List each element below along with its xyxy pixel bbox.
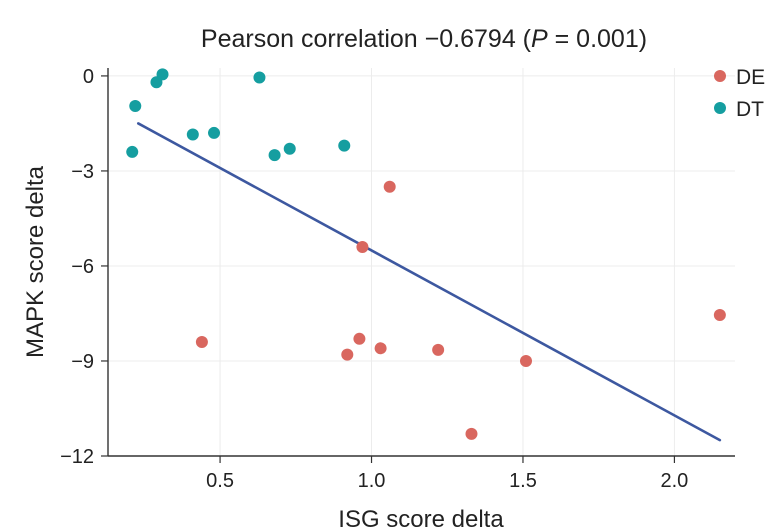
- data-point-de: [341, 348, 354, 361]
- y-tick-label: −12: [60, 446, 94, 468]
- data-point-dt: [338, 139, 351, 152]
- data-point-dt: [129, 100, 142, 113]
- data-point-de: [713, 309, 726, 322]
- legend-label-de: DE: [736, 66, 765, 89]
- chart-title-prefix: Pearson correlation −0.6794 (: [201, 25, 532, 53]
- chart-title-suffix: = 0.001): [548, 25, 647, 53]
- data-point-dt: [208, 126, 221, 139]
- x-axis-ticks: 0.5 1.0 1.5 2.0: [206, 456, 688, 492]
- y-tick-label: 0: [83, 66, 94, 88]
- data-point-dt: [126, 145, 139, 158]
- legend-marker-dt: [714, 102, 726, 114]
- y-tick-label: −9: [71, 351, 94, 373]
- data-point-de: [520, 354, 532, 367]
- data-point-dt: [186, 128, 199, 141]
- x-tick-label: 0.5: [206, 470, 234, 492]
- data-point-dt: [268, 149, 281, 162]
- y-tick-label: −6: [71, 256, 94, 278]
- data-point-de: [432, 343, 445, 356]
- chart-title: Pearson correlation −0.6794 (P = 0.001): [201, 25, 647, 53]
- x-tick-label: 2.0: [661, 470, 689, 492]
- trend-line-group: [136, 122, 722, 442]
- data-point-dt: [150, 76, 163, 89]
- legend: DE DT: [714, 66, 765, 121]
- x-axis-label: ISG score delta: [338, 506, 504, 532]
- y-axis-label: MAPK score delta: [22, 165, 49, 358]
- legend-marker-de: [714, 70, 726, 82]
- y-axis-ticks: 0 −3 −6 −9 −12: [60, 66, 108, 468]
- data-point-de: [374, 342, 387, 355]
- legend-label-dt: DT: [736, 98, 764, 121]
- data-points: [126, 68, 726, 440]
- data-point-de: [356, 240, 369, 253]
- x-tick-label: 1.5: [509, 470, 537, 492]
- data-point-de: [195, 335, 208, 348]
- data-point-de: [353, 332, 366, 345]
- trend-line: [136, 122, 722, 442]
- x-tick-label: 1.0: [358, 470, 386, 492]
- chart-title-italic: P: [531, 25, 548, 53]
- data-point-de: [383, 180, 396, 193]
- data-point-dt: [283, 142, 296, 155]
- y-tick-label: −3: [71, 161, 94, 183]
- data-point-dt: [253, 71, 266, 84]
- data-point-de: [465, 427, 478, 440]
